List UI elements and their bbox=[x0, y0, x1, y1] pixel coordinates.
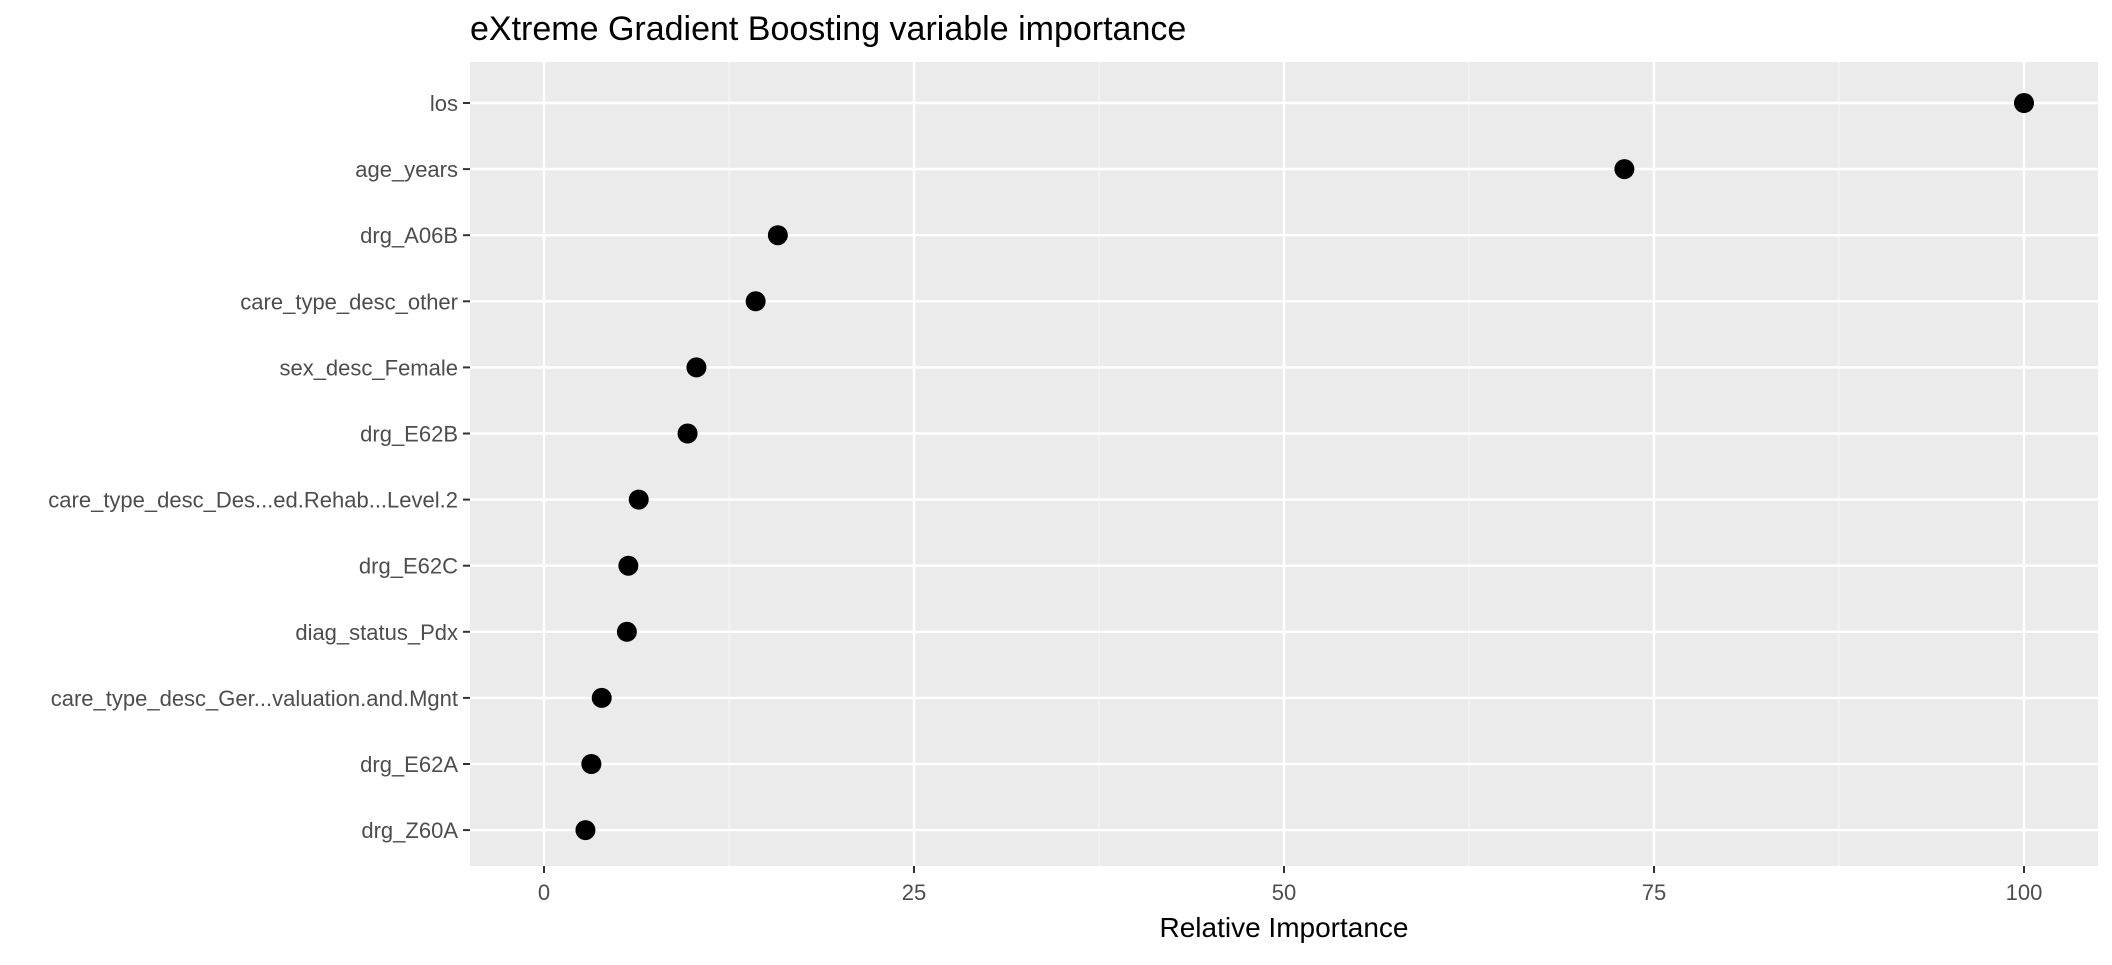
data-point bbox=[618, 555, 639, 576]
y-tick-label: care_type_desc_Des...ed.Rehab...Level.2 bbox=[48, 488, 458, 513]
data-points bbox=[575, 93, 2034, 841]
data-point bbox=[686, 357, 707, 378]
y-tick-label: los bbox=[430, 91, 458, 116]
x-tick-label: 75 bbox=[1642, 880, 1666, 905]
data-point bbox=[628, 489, 649, 510]
y-tick-label: drg_E62A bbox=[360, 752, 458, 777]
data-point bbox=[2014, 93, 2034, 113]
y-tick-label: drg_Z60A bbox=[361, 818, 458, 843]
x-tick-label: 50 bbox=[1272, 880, 1296, 905]
x-tick-label: 0 bbox=[538, 880, 550, 905]
y-tick-label: age_years bbox=[355, 157, 458, 182]
y-tick-label: care_type_desc_other bbox=[240, 289, 458, 314]
data-point bbox=[581, 754, 602, 774]
x-tick-label: 25 bbox=[902, 880, 926, 905]
grid-lines bbox=[470, 62, 2098, 866]
x-axis-title: Relative Importance bbox=[1159, 912, 1408, 943]
data-point bbox=[767, 225, 788, 246]
chart-title: eXtreme Gradient Boosting variable impor… bbox=[470, 10, 1186, 48]
data-point bbox=[745, 291, 766, 312]
y-tick-label: drg_A06B bbox=[360, 223, 458, 248]
data-point bbox=[591, 687, 612, 708]
y-tick-label: drg_E62B bbox=[360, 422, 458, 447]
y-tick-label: drg_E62C bbox=[359, 554, 458, 579]
data-point bbox=[616, 621, 637, 642]
y-tick-label: care_type_desc_Ger...valuation.and.Mgnt bbox=[51, 686, 458, 711]
y-tick-label: diag_status_Pdx bbox=[295, 620, 458, 645]
data-point bbox=[1614, 159, 1635, 180]
axis-ticks: 0 25 50 75 100 los age_years drg_A06B care_type_… bbox=[48, 91, 2042, 905]
x-tick-label: 100 bbox=[2006, 880, 2043, 905]
data-point bbox=[575, 820, 596, 841]
y-tick-label: sex_desc_Female bbox=[279, 355, 458, 380]
data-point bbox=[677, 423, 698, 444]
